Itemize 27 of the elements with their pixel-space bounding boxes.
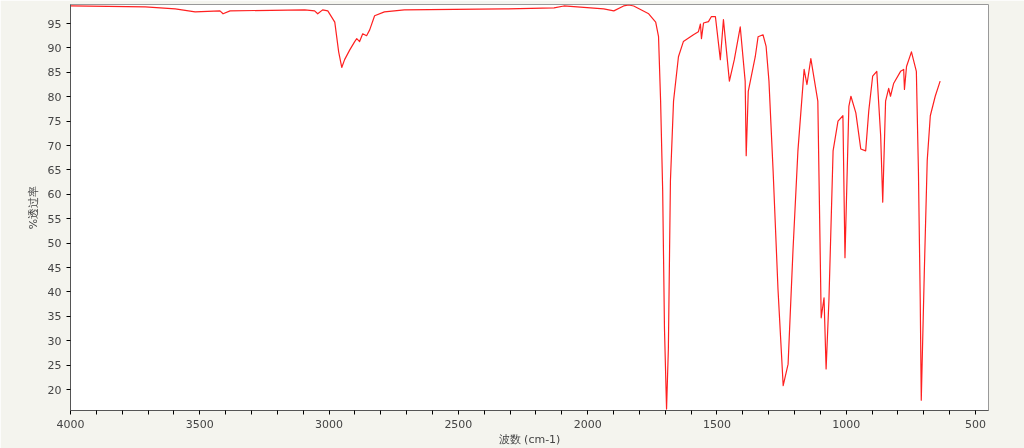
x-tick-label: 1000	[832, 417, 861, 431]
y-tick-label: 55	[47, 212, 62, 226]
y-tick-label: 85	[47, 66, 62, 80]
y-tick-label: 80	[47, 90, 62, 104]
y-tick-label: 25	[47, 359, 62, 373]
y-tick-label: 65	[47, 163, 62, 177]
y-tick-label: 20	[47, 383, 62, 397]
y-tick-label: 60	[47, 188, 62, 202]
y-tick-label: 35	[47, 310, 62, 324]
y-tick-label: 30	[47, 334, 62, 348]
x-tick-label: 500	[965, 417, 987, 431]
x-tick-label: 1500	[702, 417, 731, 431]
y-tick-label: 50	[47, 237, 62, 251]
x-tick-label: 2500	[444, 417, 473, 431]
y-tick-label: 95	[47, 17, 62, 31]
x-axis-title: 波数 (cm-1)	[498, 432, 561, 446]
line-series	[70, 4, 941, 410]
y-tick-label: 75	[47, 115, 62, 129]
y-axis-title: %透过率	[26, 185, 40, 230]
y-tick-label: 70	[47, 139, 62, 153]
x-tick-label: 2000	[573, 417, 602, 431]
y-tick-label: 45	[47, 261, 62, 275]
x-tick-label: 3000	[315, 417, 344, 431]
y-tick-label: 90	[47, 41, 62, 55]
y-tick-label: 40	[47, 285, 62, 299]
x-tick-label: 3500	[185, 417, 214, 431]
x-tick-label: 4000	[56, 417, 85, 431]
